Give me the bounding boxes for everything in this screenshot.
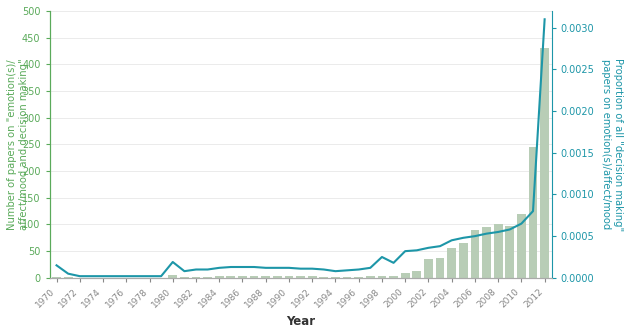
Bar [331, 277, 340, 278]
Bar [192, 277, 200, 278]
Bar [180, 277, 189, 278]
Bar [261, 276, 270, 278]
Bar [436, 258, 444, 278]
Bar [366, 276, 375, 278]
Bar [238, 276, 247, 278]
Bar [505, 225, 514, 278]
Bar [168, 275, 177, 278]
Bar [424, 259, 433, 278]
Bar [482, 227, 491, 278]
Y-axis label: Proportion of all "decision making"
papers on emotion(s)/affect/mood: Proportion of all "decision making" pape… [602, 58, 623, 231]
Bar [203, 277, 212, 278]
Bar [447, 249, 456, 278]
Bar [401, 272, 410, 278]
Bar [64, 277, 72, 278]
Bar [227, 276, 235, 278]
Bar [215, 276, 224, 278]
Bar [389, 276, 398, 278]
Bar [273, 276, 282, 278]
Bar [296, 276, 305, 278]
Bar [459, 243, 467, 278]
Bar [471, 230, 479, 278]
Bar [52, 277, 61, 278]
Bar [285, 276, 294, 278]
Bar [517, 214, 526, 278]
Y-axis label: Number of papers on "emotion(s)/
affect/mood and decision making": Number of papers on "emotion(s)/ affect/… [7, 59, 28, 230]
Bar [319, 277, 328, 278]
Bar [249, 276, 258, 278]
X-axis label: Year: Year [286, 315, 315, 328]
Bar [494, 224, 503, 278]
Bar [343, 277, 352, 278]
Bar [529, 147, 537, 278]
Bar [308, 276, 316, 278]
Bar [354, 277, 363, 278]
Bar [541, 48, 549, 278]
Bar [377, 276, 386, 278]
Bar [413, 271, 421, 278]
